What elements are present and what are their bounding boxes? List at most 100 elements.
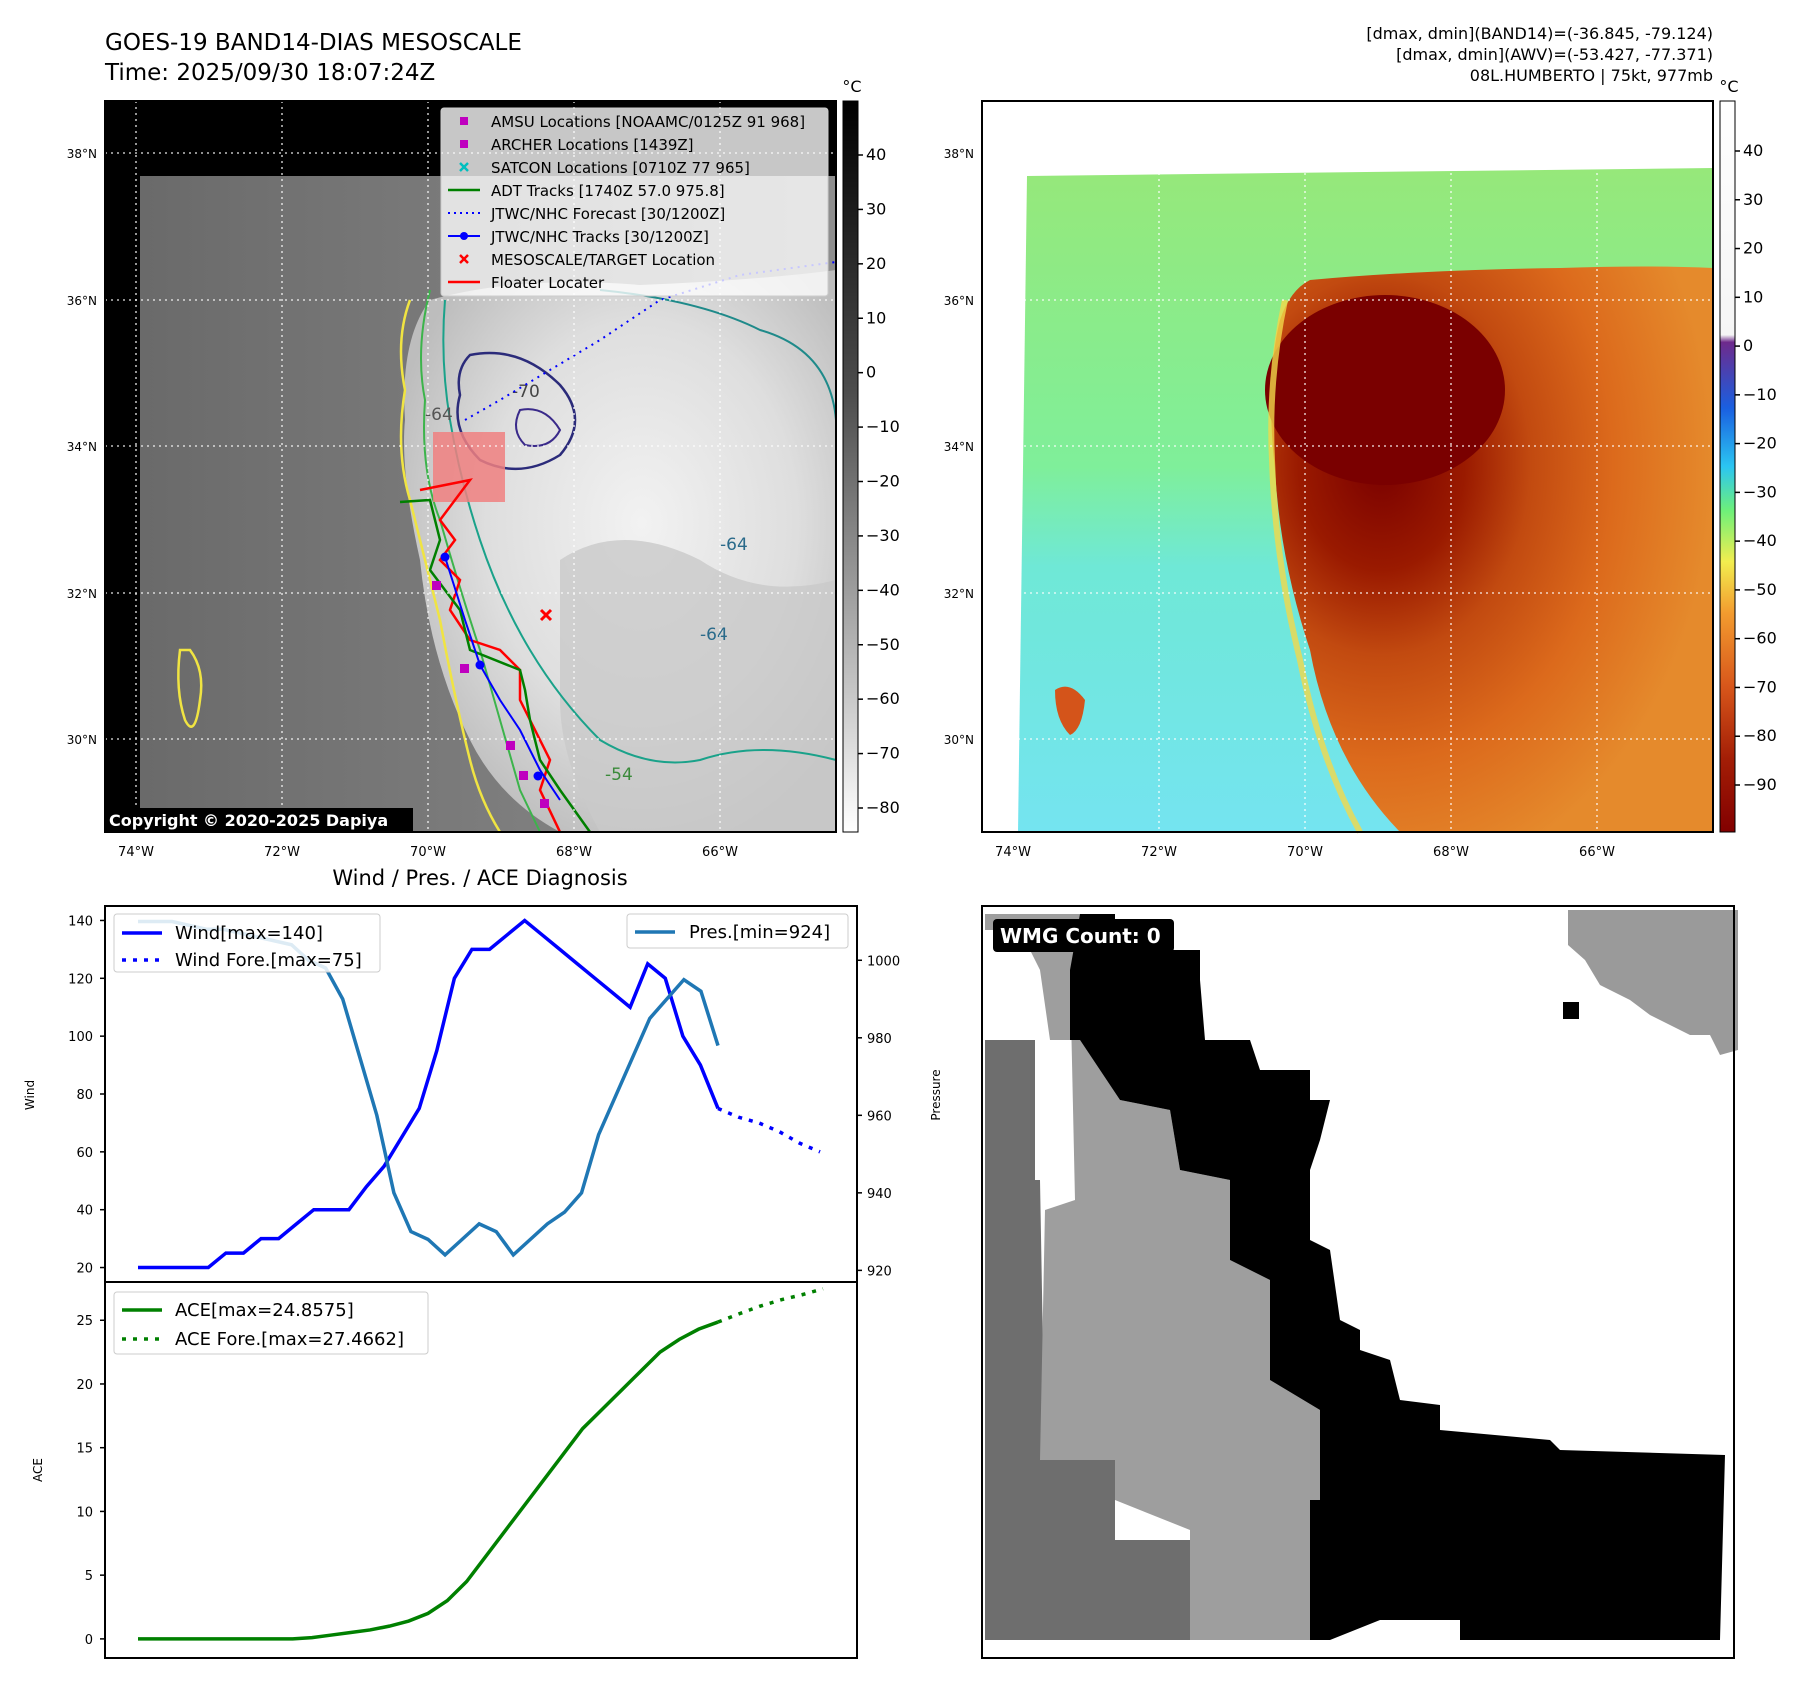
contour-label-2: -70 [512,382,540,402]
no-data-strip [105,176,140,832]
wmg-dark-gray-region [985,1040,1190,1640]
color-island-feature [1055,686,1085,735]
wmg-black-region [1070,914,1725,1640]
legend-amsu-marker [460,117,468,125]
legend-forecast-label: JTWC/NHC Forecast [30/1200Z] [490,205,725,223]
contour-label-4: -54 [605,765,633,785]
contour-teal-2 [599,289,837,421]
lon-label: 70°W [1287,845,1323,860]
wind-tick-label: 120 [68,972,93,987]
color-colorbar: °C [1719,77,1739,833]
contour-teal-1 [442,299,837,764]
ace-forecast-series [717,1287,824,1324]
wmg-isolated-pixel [1563,1002,1579,1019]
pres-ylabel: Pressure [929,1069,943,1120]
lat-label: 36°N [67,294,97,308]
legend-adt-label: ADT Tracks [1740Z 57.0 975.8] [491,182,725,200]
ace-ylabel: ACE [31,1458,45,1482]
figure-time: Time: 2025/09/30 18:07:24Z [104,60,435,86]
color-map-gridlines [982,101,1713,832]
lon-label: 72°W [1141,845,1177,860]
wind-ylabel: Wind [23,1080,37,1110]
amsu-marker [540,799,549,808]
lat-label: 30°N [67,733,97,747]
tick-label: −70 [1743,677,1777,696]
legend-tracks-label: JTWC/NHC Tracks [30/1200Z] [490,228,709,246]
tick-label: −30 [1743,482,1777,501]
wind-tick-label: 80 [76,1088,93,1103]
tick-label: −10 [866,417,900,436]
tick-label: 40 [1743,141,1763,160]
contour-navy-eye [456,351,577,471]
ace-tick-label: 25 [76,1314,93,1329]
lon-label: 68°W [556,845,592,860]
copyright-box [105,808,413,832]
legend-satcon-marker [459,162,469,172]
map-legend [440,107,829,297]
map-frame [104,100,837,833]
legend-satcon-label: SATCON Locations [0710Z 77 965] [491,159,750,177]
tick-label: −50 [1743,580,1777,599]
cloud-bands [560,540,836,832]
legend-target-marker [459,254,469,264]
mesoscale-target-marker [539,608,553,622]
wind-legend [113,913,381,973]
tick-label: −20 [866,472,900,491]
ace-tick-label: 0 [85,1633,93,1648]
color-colorbar-unit: °C [1719,77,1738,96]
pres-legend-label: Pres.[min=924] [689,922,830,943]
color-cold-core [1265,295,1505,485]
tick-label: −40 [1743,531,1777,550]
contour-navy-inner [515,408,562,447]
pres-tick-label: 940 [867,1187,892,1202]
lat-label: 34°N [67,440,97,454]
legend-tracks-dot [460,232,468,240]
wind-tick-label: 40 [76,1204,93,1219]
tick-label: 20 [1743,239,1763,258]
tick-label: 30 [866,199,886,218]
tick-label: −20 [1743,434,1777,453]
lat-label: 38°N [944,147,974,161]
wind-tick-label: 60 [76,1146,93,1161]
tick-label: −60 [866,689,900,708]
lon-label: 66°W [702,845,738,860]
gray-map-lon-labels: 74°W 72°W 70°W 68°W 66°W [118,845,738,860]
wind-ticks: 140 120 100 80 60 40 20 [68,914,105,1277]
wind-fore-legend-label: Wind Fore.[max=75] [175,950,362,971]
pres-tick-label: 920 [867,1264,892,1279]
storm-info: 08L.HUMBERTO | 75kt, 977mb [1470,66,1713,85]
lon-label: 70°W [410,845,446,860]
stats-awv: [dmax, dmin](AWV)=(-53.427, -77.371) [1396,45,1713,64]
lat-label: 38°N [67,147,97,161]
lat-label: 32°N [67,587,97,601]
jtwc-track [444,556,561,801]
tick-label: 0 [1743,336,1753,355]
lon-label: 74°W [995,845,1031,860]
wind-series [138,918,720,1270]
legend-target-label: MESOSCALE/TARGET Location [491,251,715,269]
ace-tick-label: 5 [85,1569,93,1584]
wmg-count-label: WMG Count: 0 [1000,924,1161,948]
ace-legend [113,1291,429,1355]
legend-archer-marker [460,140,468,148]
wind-tick-label: 100 [68,1030,93,1045]
tick-label: −80 [1743,726,1777,745]
color-enhanced-map [981,100,1714,834]
gray-colorbar: °C [842,77,862,833]
gray-map-lat-labels: 38°N 36°N 34°N 32°N 30°N [67,147,97,747]
lat-label: 36°N [944,294,974,308]
tick-label: 0 [866,363,876,382]
tick-label: 40 [866,145,886,164]
ace-legend-label: ACE[max=24.8575] [175,1300,354,1321]
wind-tick-label: 20 [76,1262,93,1277]
ace-series [138,1320,719,1641]
lon-label: 68°W [1433,845,1469,860]
jtwc-track-point [440,552,450,562]
tick-label: −90 [1743,775,1777,794]
lat-label: 32°N [944,587,974,601]
tick-label: 10 [866,308,886,327]
tick-label: −70 [866,744,900,763]
wmg-map: WMG Count: 0 [981,905,1738,1659]
floater-box [433,432,505,502]
grayscale-ir-map: -64 -70 -64 -54 -64 [104,100,837,833]
